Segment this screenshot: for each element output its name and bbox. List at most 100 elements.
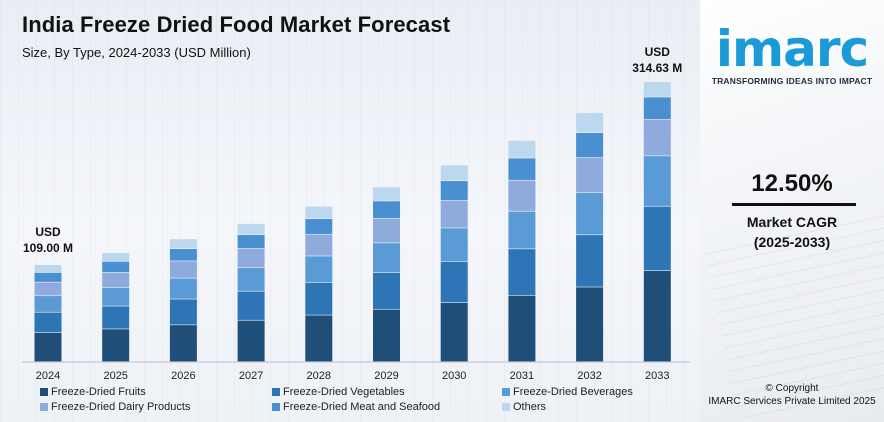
bar-segment-2027-1 bbox=[237, 320, 265, 362]
bar-segment-2029-4 bbox=[373, 218, 400, 243]
bar-segment-2032-5 bbox=[576, 133, 604, 158]
first-value-currency: USD bbox=[35, 225, 61, 239]
bar-segment-2030-2 bbox=[440, 261, 468, 303]
bar-segment-2032-4 bbox=[576, 157, 604, 193]
copyright-line-2: IMARC Services Private Limited 2025 bbox=[708, 396, 876, 407]
x-tick-label-2025: 2025 bbox=[103, 370, 127, 382]
bar-segment-2028-1 bbox=[305, 315, 333, 362]
last-value-label: 314.63 M bbox=[632, 61, 682, 75]
bar-segment-2027-6 bbox=[237, 223, 265, 235]
bar-segment-2031-6 bbox=[508, 140, 536, 158]
legend-swatch bbox=[502, 403, 510, 411]
logo-wordmark: imarc bbox=[715, 20, 869, 78]
bar-segment-2033-2 bbox=[643, 206, 671, 271]
bar-segment-2029-3 bbox=[373, 243, 400, 273]
bar-segment-2027-4 bbox=[237, 248, 265, 268]
bar-segment-2025-1 bbox=[102, 329, 130, 362]
bar-segment-2027-3 bbox=[237, 268, 265, 291]
legend-item-4: Freeze-Dried Dairy Products bbox=[40, 401, 190, 413]
bar-segment-2029-2 bbox=[373, 272, 400, 309]
bar-segment-2032-6 bbox=[576, 113, 604, 133]
legend-label: Freeze-Dried Dairy Products bbox=[51, 401, 191, 413]
bar-segment-2033-6 bbox=[643, 82, 671, 97]
bar-segment-2024-3 bbox=[34, 296, 62, 312]
bar-segment-2030-6 bbox=[440, 165, 468, 181]
chart-subtitle: Size, By Type, 2024-2033 (USD Million) bbox=[22, 45, 251, 60]
x-tick-label-2030: 2030 bbox=[442, 370, 466, 382]
x-tick-label-2026: 2026 bbox=[171, 370, 195, 382]
legend-item-1: Freeze-Dried Fruits bbox=[40, 386, 146, 398]
x-tick-label-2029: 2029 bbox=[374, 370, 398, 382]
bar-segment-2033-5 bbox=[643, 97, 671, 120]
bar-segment-2028-2 bbox=[305, 282, 333, 315]
bar-segment-2024-1 bbox=[34, 332, 62, 362]
copyright-line-1: © Copyright bbox=[765, 383, 819, 394]
bar-segment-2031-4 bbox=[508, 180, 536, 211]
x-tick-label-2033: 2033 bbox=[645, 370, 669, 382]
bar-segment-2029-1 bbox=[373, 309, 400, 362]
bar-segment-2031-2 bbox=[508, 249, 536, 296]
bar-segment-2024-6 bbox=[34, 264, 62, 273]
legend-label: Freeze-Dried Vegetables bbox=[283, 386, 405, 398]
bar-segment-2029-5 bbox=[373, 201, 400, 219]
legend-swatch bbox=[272, 403, 280, 411]
bar-segment-2027-2 bbox=[237, 291, 265, 320]
cagr-divider bbox=[732, 203, 856, 206]
bar-segment-2031-5 bbox=[508, 158, 536, 180]
bar-segment-2025-4 bbox=[102, 272, 130, 288]
bar-segment-2026-4 bbox=[169, 261, 197, 278]
stacked-bar-chart: 2024 2025 2026 2027 2028 2029 2030 2031 2032 2033… bbox=[22, 45, 690, 382]
bar-segment-2033-1 bbox=[643, 270, 671, 362]
bar-segment-2033-4 bbox=[643, 119, 671, 156]
bar-segment-2025-2 bbox=[102, 306, 130, 329]
x-tick-label-2032: 2032 bbox=[577, 370, 601, 382]
x-tick-label-2031: 2031 bbox=[510, 370, 534, 382]
legend-swatch bbox=[40, 388, 48, 396]
bar-segment-2030-5 bbox=[440, 181, 468, 201]
legend-label: Others bbox=[513, 401, 547, 413]
bar-segment-2028-3 bbox=[305, 256, 333, 283]
first-value-label: 109.00 M bbox=[23, 241, 73, 255]
bar-segment-2032-1 bbox=[576, 287, 604, 362]
brand-panel: imarc TRANSFORMING IDEAS INTO IMPACT 12.… bbox=[700, 0, 884, 422]
cagr-period: (2025-2033) bbox=[753, 234, 831, 250]
bar-segment-2026-3 bbox=[169, 278, 197, 299]
bar-segment-2026-6 bbox=[169, 239, 197, 249]
bar-segment-2028-5 bbox=[305, 218, 333, 234]
bar-segment-2026-2 bbox=[169, 299, 197, 325]
legend-label: Freeze-Dried Fruits bbox=[51, 386, 146, 398]
bar-segment-2025-6 bbox=[102, 252, 130, 262]
legend-swatch bbox=[502, 388, 510, 396]
bar-segment-2028-6 bbox=[305, 206, 333, 219]
bar-segment-2029-6 bbox=[373, 187, 400, 201]
bar-segment-2032-2 bbox=[576, 235, 604, 287]
bar-segment-2027-5 bbox=[237, 234, 265, 249]
bar-segment-2030-3 bbox=[440, 228, 468, 262]
bar-segment-2025-5 bbox=[102, 261, 130, 272]
bar-segment-2025-3 bbox=[102, 287, 130, 306]
bar-segment-2024-2 bbox=[34, 312, 62, 333]
bar-segment-2030-1 bbox=[440, 302, 468, 362]
imarc-logo: imarc TRANSFORMING IDEAS INTO IMPACT bbox=[700, 24, 884, 86]
bar-segment-2026-1 bbox=[169, 325, 197, 362]
logo-tagline: TRANSFORMING IDEAS INTO IMPACT bbox=[711, 76, 873, 86]
bar-segment-2030-4 bbox=[440, 200, 468, 228]
bar-segment-2032-3 bbox=[576, 192, 604, 235]
copyright-notice: © Copyright IMARC Services Private Limit… bbox=[700, 382, 884, 408]
bar-segment-2024-5 bbox=[34, 272, 62, 282]
bar-segment-2033-3 bbox=[643, 156, 671, 206]
bar-segment-2031-1 bbox=[508, 295, 536, 362]
last-value-currency: USD bbox=[645, 45, 671, 59]
legend-swatch bbox=[40, 403, 48, 411]
legend-item-6: Others bbox=[502, 401, 546, 413]
bar-segment-2028-4 bbox=[305, 234, 333, 256]
bar-segment-2026-5 bbox=[169, 248, 197, 261]
legend-label: Freeze-Dried Meat and Seafood bbox=[283, 401, 441, 413]
chart-panel: India Freeze Dried Food Market Forecast … bbox=[0, 0, 700, 422]
legend-item-2: Freeze-Dried Vegetables bbox=[272, 386, 405, 398]
cagr-label: Market CAGR bbox=[746, 214, 838, 230]
x-tick-label-2028: 2028 bbox=[307, 370, 331, 382]
legend-item-3: Freeze-Dried Beverages bbox=[502, 386, 633, 398]
legend-label: Freeze-Dried Beverages bbox=[513, 386, 633, 398]
bar-segment-2024-4 bbox=[34, 282, 62, 296]
